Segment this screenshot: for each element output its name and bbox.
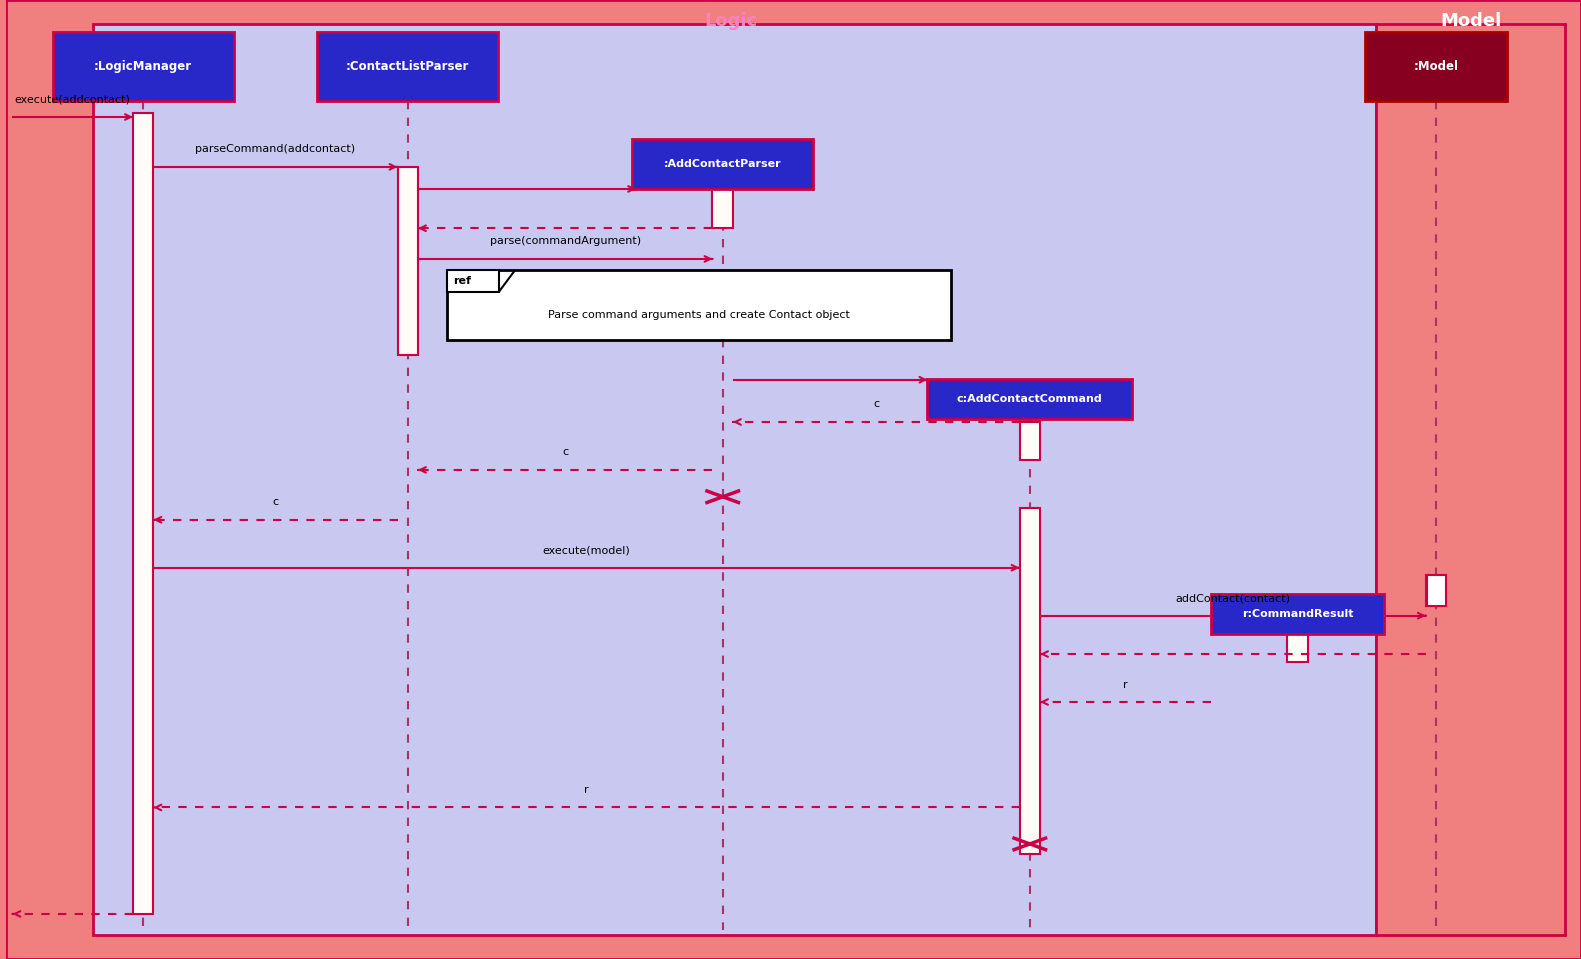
Text: Model: Model	[1440, 12, 1502, 30]
Bar	[133, 113, 153, 914]
Text: execute(model): execute(model)	[542, 546, 631, 555]
Bar	[318, 32, 498, 101]
Bar	[632, 139, 813, 189]
Text: Logic: Logic	[704, 12, 757, 30]
Text: c:AddContactCommand: c:AddContactCommand	[957, 394, 1102, 404]
Bar	[93, 24, 1377, 935]
Text: r: r	[1123, 680, 1127, 690]
Bar	[1020, 422, 1040, 460]
Text: :ContactListParser: :ContactListParser	[346, 59, 470, 73]
Bar	[1377, 24, 1565, 935]
Bar	[928, 379, 1132, 419]
Text: :Model: :Model	[1413, 59, 1459, 73]
Bar	[1287, 619, 1307, 662]
Text: r: r	[585, 785, 588, 795]
Bar	[447, 270, 500, 292]
Bar	[713, 189, 734, 228]
Text: addContact(contact): addContact(contact)	[1175, 594, 1290, 603]
Bar	[397, 167, 417, 355]
Text: c: c	[563, 448, 568, 457]
Bar	[1020, 508, 1040, 854]
Text: c: c	[873, 400, 879, 409]
Text: c: c	[272, 498, 278, 507]
Text: ref: ref	[454, 276, 471, 286]
Text: execute(addcontact): execute(addcontact)	[14, 95, 131, 105]
Bar	[1211, 594, 1383, 634]
Bar	[1366, 32, 1507, 101]
Text: Parse command arguments and create Contact object: Parse command arguments and create Conta…	[549, 310, 851, 320]
Text: parseCommand(addcontact): parseCommand(addcontact)	[196, 145, 356, 154]
Text: :LogicManager: :LogicManager	[95, 59, 193, 73]
Bar	[1426, 575, 1445, 606]
Bar	[1426, 575, 1447, 606]
Text: r:CommandResult: r:CommandResult	[1241, 609, 1353, 619]
Bar	[447, 270, 952, 340]
Bar	[52, 32, 234, 101]
Text: parse(commandArgument): parse(commandArgument)	[490, 237, 640, 246]
Text: :AddContactParser: :AddContactParser	[664, 159, 781, 169]
